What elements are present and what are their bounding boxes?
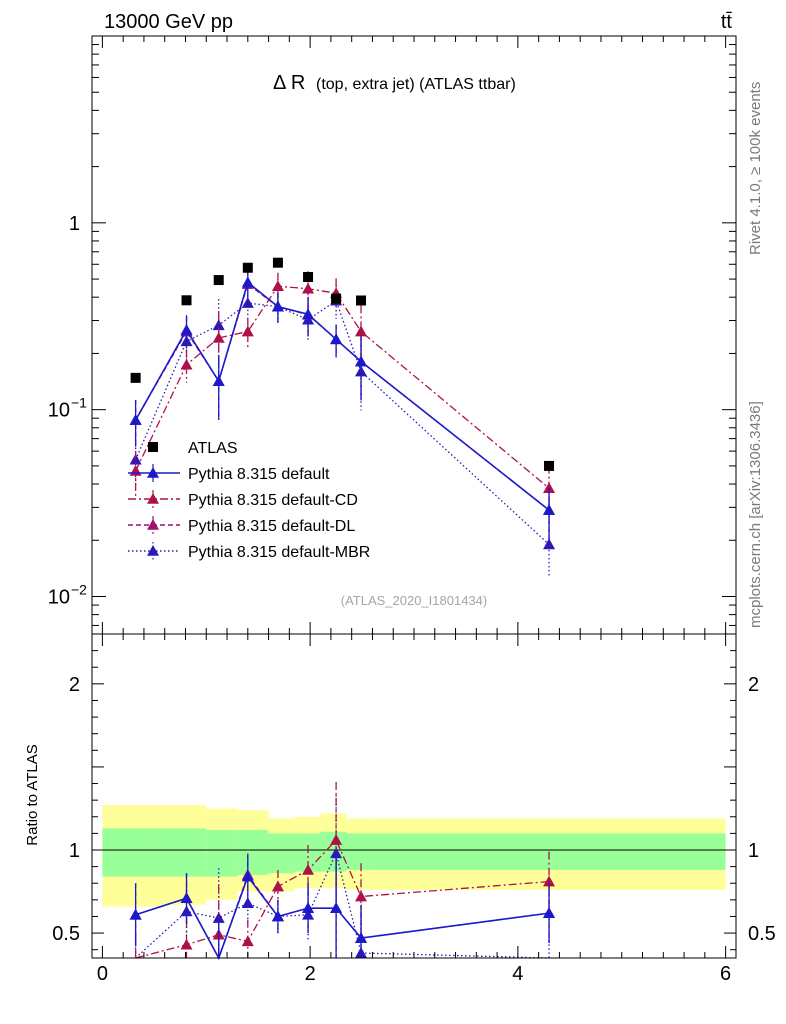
marker-cd <box>355 325 368 337</box>
ratio-marker-default <box>129 908 142 920</box>
plot-title-sub: (top, extra jet) (ATLAS ttbar) <box>316 76 516 93</box>
atlas-data-point <box>356 295 367 306</box>
legend-marker-dl <box>147 519 159 530</box>
marker-mbr <box>241 297 254 308</box>
ratio-y-tick-label-right: 2 <box>748 674 759 696</box>
ratio-marker-mbr <box>241 897 254 908</box>
atlas-data-point <box>181 295 192 306</box>
marker-default <box>271 300 284 312</box>
ratio-plot-axes: 0 2 4 6 2 2 1 1 0.5 0.5 <box>52 633 776 985</box>
marker-cd <box>129 464 142 476</box>
ratio-marker-cd <box>543 875 556 887</box>
legend-label-atlas: ATLAS <box>188 440 238 457</box>
atlas-data-point <box>303 271 314 282</box>
ratio-marker-cd <box>271 880 284 892</box>
ratio-y-tick-label-right: 1 <box>748 840 759 862</box>
ratio-y-tick-label-left: 0.5 <box>52 923 80 945</box>
y-tick-label: 10 <box>48 587 70 609</box>
y-tick-exponent: −1 <box>71 395 87 411</box>
plot-title-main: Δ R <box>273 72 305 94</box>
marker-default <box>180 323 193 335</box>
ratio-marker-cd <box>330 834 343 845</box>
ratio-uncertainty-bands <box>92 805 736 907</box>
marker-default <box>543 504 556 515</box>
legend-marker-atlas <box>148 442 158 452</box>
legend-label-mbr: Pythia 8.315 default-MBR <box>188 544 370 561</box>
atlas-data-point <box>130 372 141 383</box>
side-label-rivet: Rivet 4.1.0, ≥ 100k events <box>747 82 764 255</box>
marker-default <box>212 375 225 387</box>
header-right: tt̄ <box>721 11 733 33</box>
marker-default <box>330 333 343 345</box>
main-plot-panel: Δ R (top, extra jet) (ATLAS ttbar) (ATLA… <box>48 35 737 635</box>
marker-default <box>355 355 368 367</box>
ratio-marker-cd <box>180 938 193 950</box>
ratio-y-tick-label-left: 1 <box>69 840 80 862</box>
marker-default <box>241 276 254 288</box>
legend-marker-default <box>147 467 159 478</box>
ratio-marker-default <box>271 910 284 922</box>
x-tick-label: 0 <box>97 963 108 985</box>
ratio-marker-default <box>241 870 254 882</box>
ratio-marker-default <box>543 907 556 918</box>
marker-cd <box>543 482 556 493</box>
ratio-marker-default <box>302 902 315 913</box>
atlas-data-point <box>331 293 342 304</box>
marker-default <box>302 308 315 320</box>
ratio-marker-cd <box>241 935 254 947</box>
ratio-y-tick-label-left: 2 <box>69 674 80 696</box>
band-inner <box>320 831 347 872</box>
x-tick-label: 6 <box>720 963 731 985</box>
main-plot-axes: 110−110−2 <box>48 35 737 635</box>
legend: ATLAS Pythia 8.315 default Pythia 8.315 de… <box>128 440 370 561</box>
ratio-marker-default <box>180 892 193 903</box>
band-inner <box>268 833 295 874</box>
marker-mbr <box>543 538 556 550</box>
marker-cd <box>241 325 254 337</box>
band-inner <box>237 830 269 875</box>
marker-mbr <box>129 453 142 465</box>
y-tick-label: 10 <box>48 400 70 422</box>
x-tick-label: 4 <box>512 963 523 985</box>
band-inner <box>206 830 238 877</box>
side-label-mcplots: mcplots.cern.ch [arXiv:1306.3436] <box>747 401 764 628</box>
atlas-data-point <box>272 257 283 268</box>
ratio-marker-default <box>355 932 368 943</box>
marker-cd <box>180 358 193 370</box>
ratio-y-tick-label-right: 0.5 <box>748 923 776 945</box>
marker-cd <box>212 331 225 343</box>
marker-cd <box>302 282 315 294</box>
ratio-marker-cd <box>355 890 368 902</box>
legend-label-default: Pythia 8.315 default <box>188 466 330 483</box>
marker-cd <box>271 280 284 291</box>
ratio-ylabel: Ratio to ATLAS <box>24 744 41 845</box>
watermark-analysis-id: (ATLAS_2020_I1801434) <box>341 593 487 608</box>
band-inner <box>346 833 373 870</box>
atlas-data-point <box>213 275 224 286</box>
series-line-mbr <box>135 299 550 545</box>
legend-marker-mbr <box>147 545 159 556</box>
main-plot-marks <box>129 257 556 576</box>
series-line-cd <box>135 285 550 489</box>
legend-label-dl: Pythia 8.315 default-DL <box>188 518 355 535</box>
header-left: 13000 GeV pp <box>104 11 233 33</box>
x-tick-label: 2 <box>305 963 316 985</box>
atlas-data-point <box>242 262 253 273</box>
band-inner <box>102 828 160 877</box>
legend-label-cd: Pythia 8.315 default-CD <box>188 492 358 509</box>
band-inner <box>159 828 207 877</box>
legend-marker-cd <box>147 493 159 504</box>
ratio-marker-cd <box>302 863 315 875</box>
marker-default <box>129 414 142 425</box>
y-tick-label: 1 <box>69 213 80 235</box>
ratio-marker-default <box>330 902 343 913</box>
atlas-data-point <box>544 460 555 471</box>
ratio-plot-panel: 0 2 4 6 2 2 1 1 0.5 0.5 Ratio to ATLAS <box>24 633 776 985</box>
y-tick-exponent: −2 <box>71 582 87 598</box>
ratio-plot-marks <box>129 781 556 960</box>
